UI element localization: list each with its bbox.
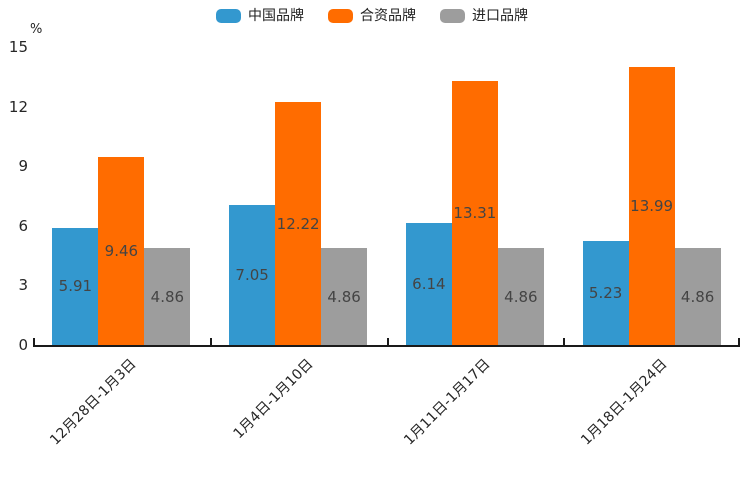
x-axis-tick [563, 338, 566, 345]
bar-china-brands: 6.14 [405, 223, 452, 345]
bar-imported-brands: 4.86 [674, 248, 721, 345]
bar-value-label: 7.05 [235, 265, 269, 284]
y-axis-tick-label: 12 [8, 97, 28, 116]
bar-china-brands: 7.05 [229, 204, 276, 345]
bar-group: 6.14 13.31 4.86 [387, 47, 564, 345]
x-axis-label: 1月11日-1月17日 [401, 356, 494, 449]
bar-joint-venture-brands: 9.46 [98, 157, 145, 345]
bar-value-label: 13.31 [453, 203, 497, 222]
bar-imported-brands: 4.86 [497, 248, 544, 345]
bar-value-label: 4.86 [327, 287, 361, 306]
x-axis-tick [386, 338, 389, 345]
legend-item-joint-venture-brands[interactable]: 合资品牌 [328, 6, 416, 26]
bar-joint-venture-brands: 13.31 [451, 80, 498, 345]
bar-value-label: 4.86 [680, 287, 715, 306]
y-axis-tick-label: 6 [18, 216, 28, 235]
bar-value-label: 13.99 [630, 197, 674, 216]
legend-swatch-icon [216, 9, 241, 23]
legend-item-china-brands[interactable]: 中国品牌 [216, 6, 304, 26]
bar-value-label: 5.91 [58, 277, 93, 296]
legend-item-label: 合资品牌 [360, 8, 416, 24]
x-axis-tick [209, 338, 212, 345]
legend-item-label: 中国品牌 [248, 8, 304, 24]
bar-value-label: 9.46 [104, 242, 139, 261]
y-axis-tick-label: 3 [18, 276, 28, 295]
legend-swatch-icon [328, 9, 353, 23]
bar-china-brands: 5.23 [582, 241, 629, 345]
bar-value-label: 12.22 [276, 214, 320, 233]
legend: 中国品牌 合资品牌 进口品牌 [0, 6, 744, 26]
bar-joint-venture-brands: 13.99 [628, 67, 675, 345]
x-axis-label: 1月4日-1月10日 [230, 356, 317, 443]
bar-imported-brands: 4.86 [144, 248, 191, 345]
y-axis-unit-label: % [30, 22, 43, 37]
bar-joint-venture-brands: 12.22 [275, 102, 322, 345]
x-axis-tick [33, 338, 35, 345]
x-axis-tick [738, 338, 740, 345]
legend-item-label: 进口品牌 [472, 8, 528, 24]
bar-value-label: 5.23 [588, 284, 623, 303]
x-axis-label: 12月28日-1月3日 [47, 356, 140, 449]
plot-area: 5.91 9.46 4.86 7.05 12.22 4.86 6.14 13.31 4.86 5.… [33, 47, 740, 347]
x-axis-label: 1月18日-1月24日 [577, 356, 671, 449]
y-axis-tick-label: 15 [8, 38, 28, 56]
bar-group: 7.05 12.22 4.86 [210, 47, 387, 345]
bar-imported-brands: 4.86 [321, 248, 368, 345]
y-axis-tick-label: 0 [18, 336, 28, 354]
bar-value-label: 4.86 [150, 287, 185, 306]
bar-group: 5.91 9.46 4.86 [33, 47, 210, 345]
bar-value-label: 6.14 [412, 275, 446, 294]
y-axis-tick-label: 9 [18, 157, 28, 176]
bar-group: 5.23 13.99 4.86 [563, 47, 740, 345]
legend-item-imported-brands[interactable]: 进口品牌 [440, 6, 528, 26]
legend-swatch-icon [440, 9, 465, 23]
bar-china-brands: 5.91 [52, 227, 99, 345]
bar-value-label: 4.86 [504, 287, 538, 306]
